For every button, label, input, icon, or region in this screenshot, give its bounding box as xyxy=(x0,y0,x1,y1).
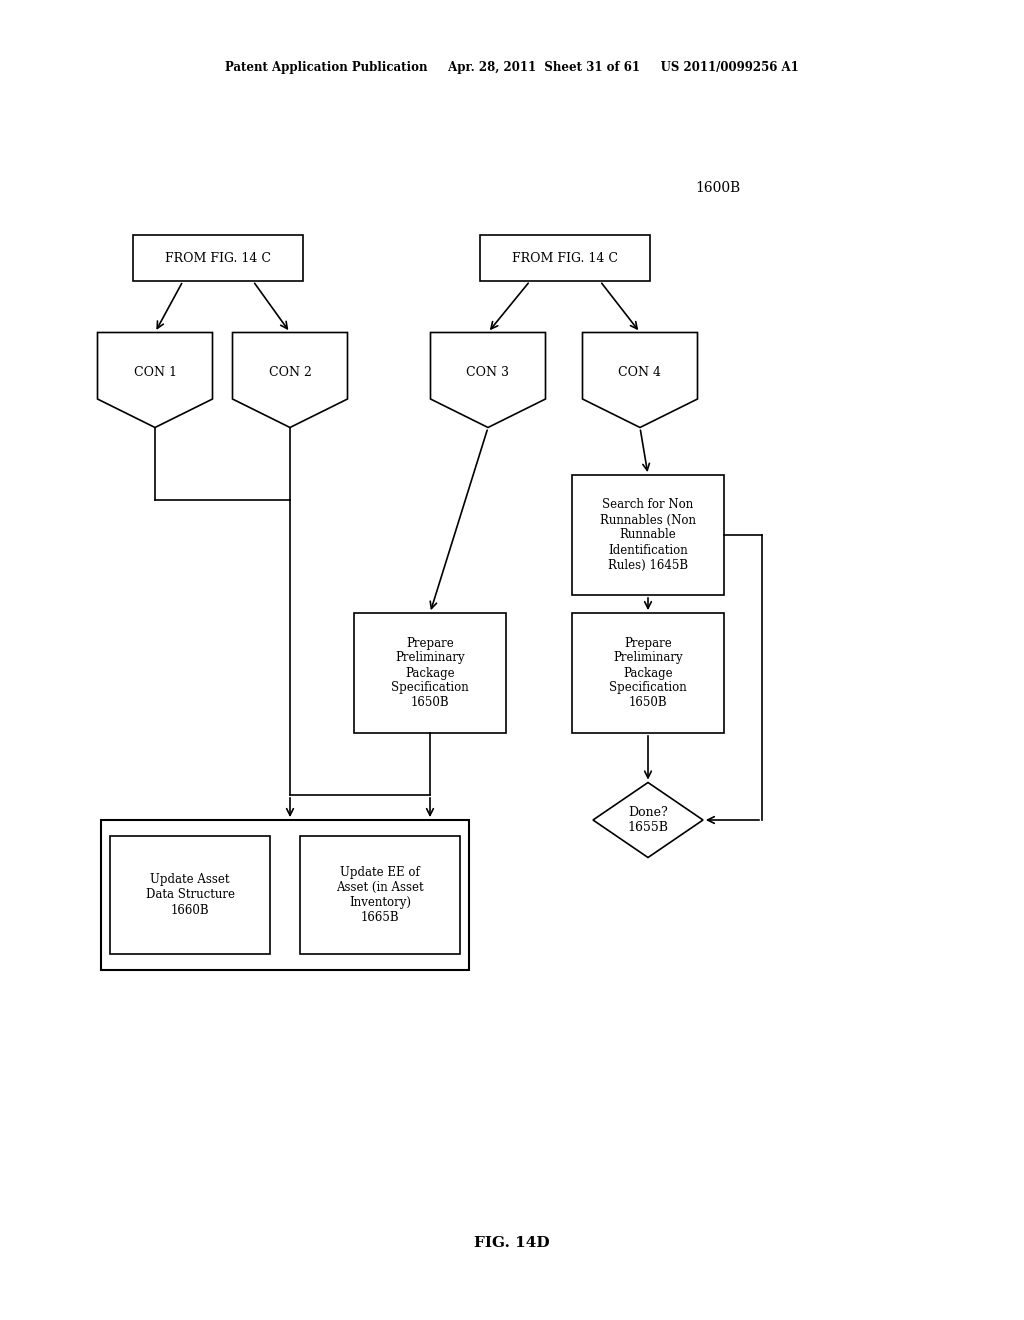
Text: 1600B: 1600B xyxy=(695,181,740,195)
Bar xyxy=(572,612,724,733)
Text: Patent Application Publication     Apr. 28, 2011  Sheet 31 of 61     US 2011/009: Patent Application Publication Apr. 28, … xyxy=(225,62,799,74)
Polygon shape xyxy=(232,333,347,428)
Text: CON 3: CON 3 xyxy=(467,366,510,379)
Bar xyxy=(110,836,270,954)
Text: FIG. 14D: FIG. 14D xyxy=(474,1236,550,1250)
Bar xyxy=(480,235,650,281)
Text: Update EE of
Asset (in Asset
Inventory)
1665B: Update EE of Asset (in Asset Inventory) … xyxy=(336,866,424,924)
Text: CON 2: CON 2 xyxy=(268,366,311,379)
Text: Prepare
Preliminary
Package
Specification
1650B: Prepare Preliminary Package Specificatio… xyxy=(609,636,687,710)
Bar xyxy=(572,475,724,595)
Text: FROM FIG. 14 C: FROM FIG. 14 C xyxy=(165,252,271,264)
Text: Prepare
Preliminary
Package
Specification
1650B: Prepare Preliminary Package Specificatio… xyxy=(391,636,469,710)
Polygon shape xyxy=(593,783,703,858)
Bar xyxy=(354,612,506,733)
Bar xyxy=(101,820,469,970)
Text: FROM FIG. 14 C: FROM FIG. 14 C xyxy=(512,252,618,264)
Text: CON 4: CON 4 xyxy=(618,366,662,379)
Bar xyxy=(300,836,460,954)
Text: Update Asset
Data Structure
1660B: Update Asset Data Structure 1660B xyxy=(145,874,234,916)
Polygon shape xyxy=(430,333,546,428)
Polygon shape xyxy=(583,333,697,428)
Text: Search for Non
Runnables (Non
Runnable
Identification
Rules) 1645B: Search for Non Runnables (Non Runnable I… xyxy=(600,499,696,572)
Bar xyxy=(133,235,303,281)
Polygon shape xyxy=(97,333,213,428)
Text: CON 1: CON 1 xyxy=(133,366,176,379)
Text: Done?
1655B: Done? 1655B xyxy=(628,807,669,834)
